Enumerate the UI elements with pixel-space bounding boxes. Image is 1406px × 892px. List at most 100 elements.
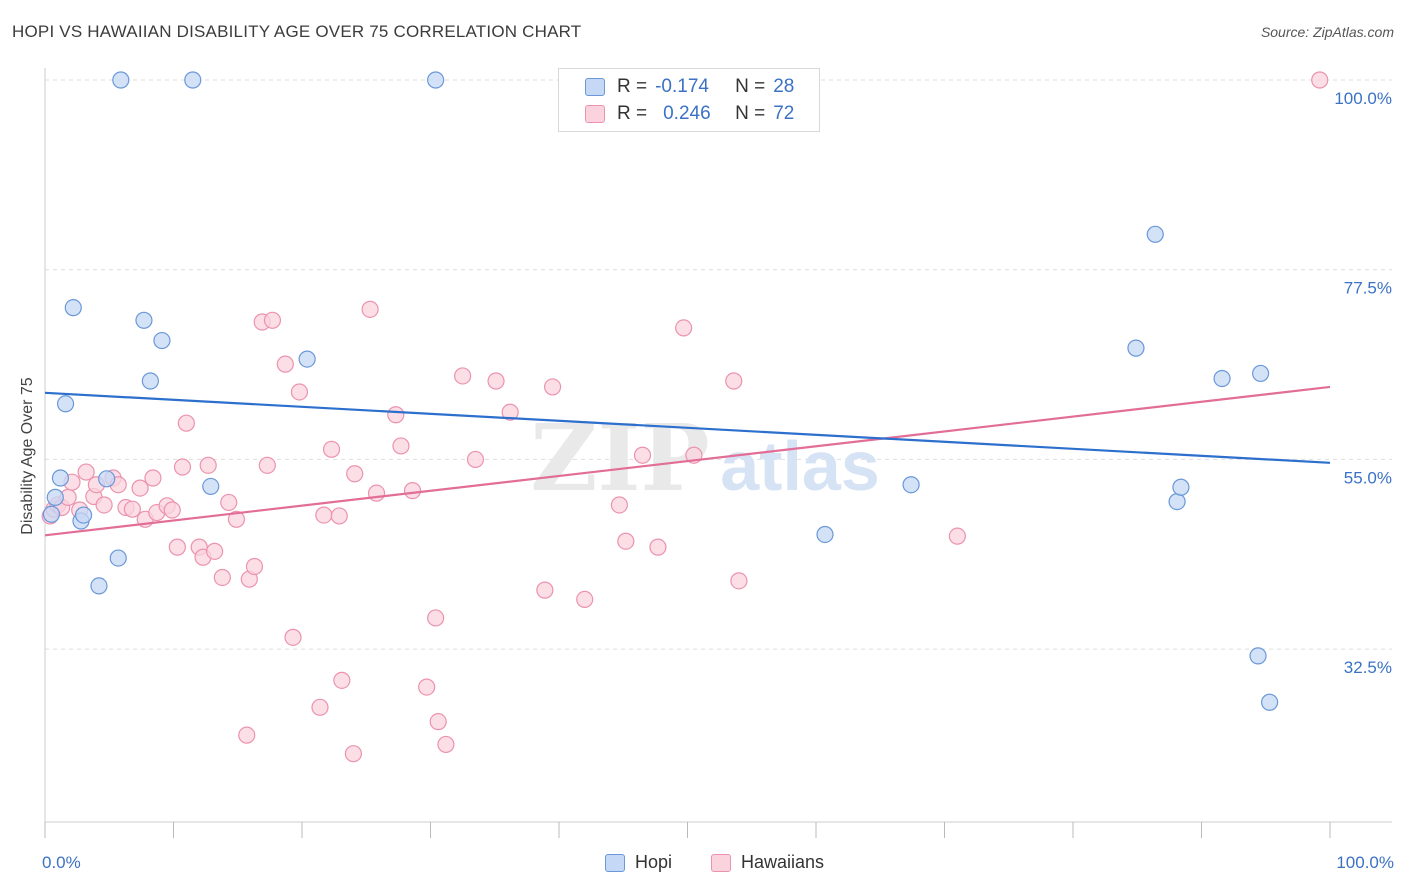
hawaiians-point bbox=[315, 506, 333, 524]
hopi-point bbox=[141, 372, 159, 390]
hawaiians-swatch bbox=[585, 105, 605, 123]
hopi-point bbox=[1172, 478, 1190, 496]
hawaiians-point bbox=[948, 527, 966, 545]
hawaiians-point bbox=[617, 532, 635, 550]
x-tick-label-min: 0.0% bbox=[42, 853, 81, 872]
legend-hawaiians-swatch bbox=[711, 853, 731, 872]
y-tick-label: 55.0% bbox=[1344, 468, 1392, 487]
hopi-point bbox=[153, 331, 171, 350]
hawaiians-point bbox=[220, 493, 238, 512]
hawaiians-point bbox=[144, 469, 162, 487]
hopi-swatch bbox=[585, 78, 605, 96]
hawaiians-point bbox=[333, 671, 351, 689]
hopi-point bbox=[1249, 647, 1267, 665]
legend-item-hawaiians[interactable]: Hawaiians bbox=[711, 852, 824, 873]
hawaiians-point bbox=[177, 414, 195, 432]
hawaiians-point bbox=[245, 557, 264, 576]
hawaiians-point bbox=[199, 456, 217, 474]
hawaiians-point bbox=[276, 355, 294, 373]
watermark-atlas: atlas bbox=[720, 427, 880, 505]
hawaiians-point bbox=[206, 542, 224, 560]
hawaiians-point bbox=[466, 450, 485, 469]
hawaiians-point bbox=[501, 403, 519, 421]
hawaiians-point bbox=[392, 437, 410, 455]
hawaiians-point bbox=[330, 507, 348, 525]
hawaiians-point bbox=[675, 319, 693, 337]
legend-row-hopi: R = -0.174 N = 28 bbox=[585, 75, 794, 99]
hopi-point bbox=[74, 506, 93, 524]
hawaiians-n-label: N = bbox=[735, 103, 766, 124]
hopi-point bbox=[184, 71, 202, 89]
hopi-point bbox=[1146, 225, 1164, 243]
hopi-point bbox=[56, 395, 75, 413]
hopi-r-label: R = bbox=[617, 76, 648, 97]
hawaiians-point bbox=[730, 572, 748, 590]
y-tick-label: 32.5% bbox=[1344, 658, 1392, 677]
hawaiians-point bbox=[543, 378, 562, 396]
hopi-point bbox=[109, 549, 127, 567]
hawaiians-point bbox=[387, 406, 405, 424]
hawaiians-point bbox=[454, 367, 472, 385]
hawaiians-point bbox=[168, 538, 186, 556]
hawaiians-point bbox=[346, 465, 364, 483]
chart-title: HOPI VS HAWAIIAN DISABILITY AGE OVER 75 … bbox=[12, 22, 582, 41]
hopi-point bbox=[51, 469, 70, 487]
axes bbox=[44, 68, 1392, 838]
hopi-point bbox=[1168, 492, 1186, 511]
hawaiians-r-label: R = bbox=[617, 103, 648, 124]
hawaiians-point bbox=[536, 581, 554, 599]
hawaiians-point bbox=[1311, 71, 1329, 89]
hawaiians-point bbox=[418, 678, 436, 696]
hopi-point bbox=[98, 470, 116, 488]
tick-labels: 32.5% 55.0% 77.5% 100.0% 0.0% 100.0% bbox=[42, 89, 1394, 872]
hawaiians-point bbox=[649, 538, 667, 556]
source-label: Source: ZipAtlas.com bbox=[1260, 24, 1394, 40]
y-tick-label: 77.5% bbox=[1344, 279, 1392, 298]
hopi-r-value: -0.174 bbox=[655, 76, 709, 97]
hawaiians-n-value: 72 bbox=[773, 103, 795, 124]
series-legend: Hopi Hawaiians bbox=[0, 852, 1406, 878]
x-tick-label-max: 100.0% bbox=[1336, 853, 1394, 872]
hopi-point bbox=[135, 311, 153, 329]
hopi-point bbox=[427, 71, 445, 89]
hopi-point bbox=[1261, 693, 1279, 711]
hawaiians-point bbox=[610, 496, 628, 514]
hopi-point bbox=[816, 525, 834, 544]
hopi-trend-line bbox=[44, 391, 1331, 464]
hawaiians-point bbox=[487, 372, 505, 390]
correlation-legend: R = -0.174 N = 28 R = 0.246 N = 72 bbox=[558, 68, 820, 132]
hawaiians-r-value: 0.246 bbox=[663, 103, 711, 124]
hawaiians-point bbox=[258, 456, 276, 474]
hawaiians-point bbox=[311, 698, 329, 716]
legend-hawaiians-label: Hawaiians bbox=[741, 852, 825, 872]
hawaiians-point bbox=[576, 590, 594, 609]
legend-item-hopi[interactable]: Hopi bbox=[605, 852, 672, 873]
hopi-point bbox=[42, 505, 61, 523]
y-tick-label: 100.0% bbox=[1334, 89, 1392, 108]
y-axis-label: Disability Age Over 75 bbox=[19, 377, 36, 535]
legend-hopi-swatch bbox=[605, 853, 625, 872]
hawaiians-point bbox=[213, 568, 231, 587]
hawaiians-point bbox=[633, 446, 652, 464]
hopi-n-value: 28 bbox=[773, 76, 795, 97]
legend-row-hawaiians: R = 0.246 N = 72 bbox=[585, 102, 794, 126]
hawaiians-trend-line bbox=[44, 385, 1331, 537]
hopi-point bbox=[90, 577, 108, 595]
hopi-point bbox=[298, 350, 316, 368]
hopi-n-label: N = bbox=[735, 76, 766, 97]
watermark-zip: ZIP bbox=[530, 404, 709, 512]
hawaiians-point bbox=[344, 745, 362, 763]
hopi-point bbox=[64, 299, 82, 317]
hawaiians-point bbox=[403, 482, 422, 500]
hopi-point bbox=[1252, 364, 1270, 383]
hawaiians-point bbox=[123, 500, 141, 518]
hopi-point bbox=[46, 488, 64, 506]
hawaiians-point bbox=[322, 440, 341, 458]
hawaiians-point bbox=[227, 510, 246, 528]
hawaiians-point bbox=[427, 609, 445, 627]
hawaiians-point bbox=[131, 479, 149, 497]
hopi-point bbox=[202, 477, 220, 496]
hopi-point bbox=[112, 71, 130, 89]
hawaiians-point bbox=[95, 496, 113, 514]
